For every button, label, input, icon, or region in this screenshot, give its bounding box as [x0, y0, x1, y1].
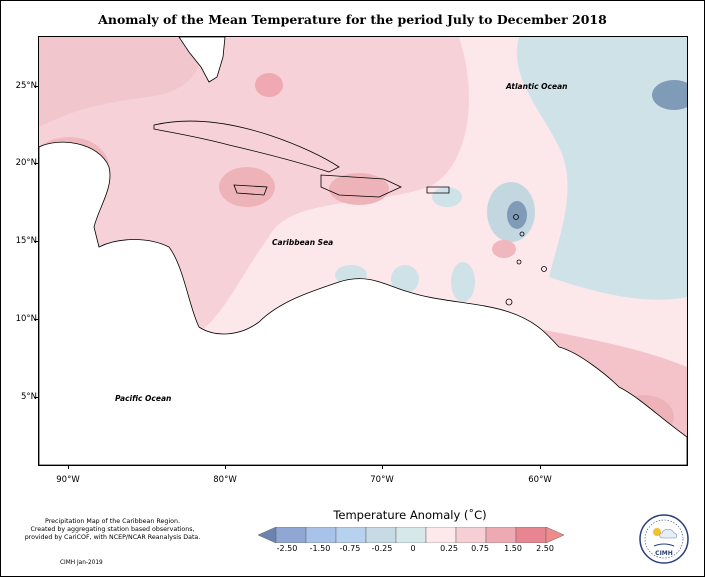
warm-spot-bahamas: [255, 73, 283, 97]
lon-tick: [225, 465, 226, 469]
lon-tick: [382, 465, 383, 469]
land-barbados: [541, 266, 547, 272]
cimh-logo: CIMH: [639, 514, 689, 564]
credit-line-2: Created by aggregating station based obs…: [30, 526, 195, 533]
logo-text: CIMH: [655, 550, 673, 557]
legend-tick: -0.75: [339, 544, 361, 553]
lon-label-70: 70°W: [370, 475, 394, 485]
land-hispaniola: [320, 174, 402, 198]
land-martinique: [519, 231, 525, 237]
label-caribbean-sea: Caribbean Sea: [272, 238, 334, 247]
lat-tick: [34, 163, 38, 164]
legend-swatch: [335, 527, 367, 543]
warm-region-gulf: [39, 37, 202, 127]
land-cuba: [153, 120, 340, 173]
legend-swatch-low: [258, 527, 277, 543]
map-canvas: [39, 37, 687, 465]
lat-tick: [34, 319, 38, 320]
legend-tick: 2.50: [536, 544, 554, 553]
legend-colorbar: [258, 527, 565, 543]
lon-label-90: 90°W: [56, 475, 80, 485]
label-pacific-ocean: Pacific Ocean: [115, 394, 172, 403]
sun-icon: [653, 528, 661, 536]
legend-title: Temperature Anomaly (˚C): [333, 508, 487, 522]
legend-swatch: [515, 527, 547, 543]
lat-tick: [34, 86, 38, 87]
land-jamaica: [233, 184, 268, 196]
lat-label-20: 20°N: [15, 158, 37, 168]
cold-patch-atlantic: [652, 80, 687, 110]
lat-label-25: 25°N: [15, 81, 37, 91]
lon-label-80: 80°W: [213, 475, 237, 485]
lat-tick: [34, 241, 38, 242]
land-puerto-rico: [426, 186, 450, 194]
wave-icon: [653, 543, 675, 547]
legend-tick: -0.25: [371, 544, 393, 553]
legend-tick: 0.25: [440, 544, 458, 553]
lon-label-60: 60°W: [528, 475, 552, 485]
warm-spot-grenada: [492, 240, 516, 258]
map-title: Anomaly of the Mean Temperature for the …: [98, 12, 607, 27]
legend-tick: -1.50: [309, 544, 331, 553]
legend-tick: 0.75: [471, 544, 489, 553]
lon-tick: [68, 465, 69, 469]
credit-line-3: provided by CariCOF, with NCEP/NCAR Rean…: [24, 534, 201, 541]
cool-blob-3: [451, 262, 475, 302]
legend-tick: 1.50: [504, 544, 522, 553]
cloud-icon: [659, 528, 678, 539]
land-st-vincent: [516, 259, 522, 265]
lat-tick: [34, 397, 38, 398]
cool-blob-virgin: [432, 187, 462, 207]
land-florida: [178, 37, 226, 83]
lat-label-10: 10°N: [15, 314, 37, 324]
legend-swatch: [305, 527, 337, 543]
legend-tick: -2.50: [276, 544, 298, 553]
legend-tick: 0: [410, 544, 416, 553]
credit-line-1: Precipitation Map of the Caribbean Regio…: [45, 518, 180, 525]
credit-text: Precipitation Map of the Caribbean Regio…: [10, 518, 215, 542]
land-guadeloupe: [513, 214, 519, 220]
cool-blob-2: [391, 265, 419, 293]
legend-swatch: [485, 527, 517, 543]
legend-swatch: [395, 527, 427, 543]
credit-date: CIMH Jan-2019: [60, 560, 103, 566]
warm-spot-jamaica: [219, 167, 275, 207]
legend-swatch-high: [545, 527, 565, 543]
cool-region-atlantic: [517, 37, 687, 300]
legend-swatch: [275, 527, 307, 543]
anomaly-map: [38, 36, 688, 466]
legend-swatch: [425, 527, 457, 543]
lat-label-15: 15°N: [15, 236, 37, 246]
legend-swatch: [365, 527, 397, 543]
lon-tick: [540, 465, 541, 469]
legend-swatch: [455, 527, 487, 543]
lat-label-5: 5°N: [20, 392, 37, 402]
label-atlantic-ocean: Atlantic Ocean: [506, 82, 568, 91]
land-mainland: [39, 141, 687, 465]
land-trinidad: [505, 298, 513, 306]
